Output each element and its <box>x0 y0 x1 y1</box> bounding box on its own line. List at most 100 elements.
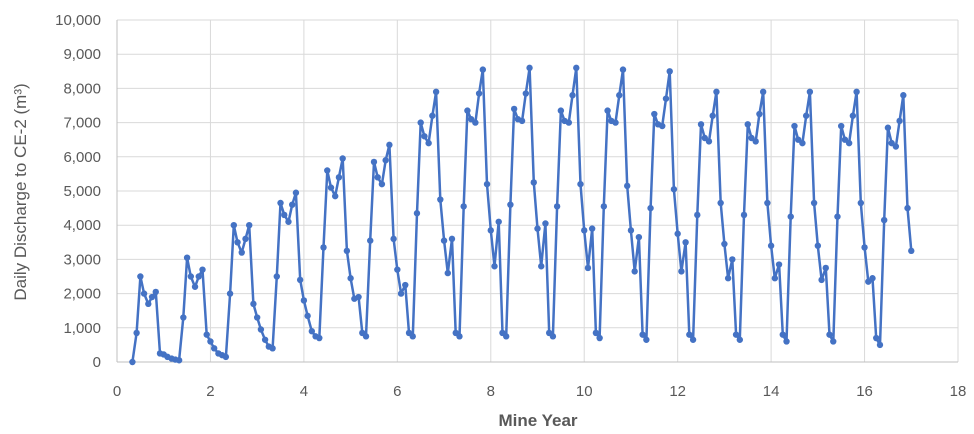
data-point <box>724 275 732 282</box>
data-point <box>549 333 557 340</box>
data-point <box>900 92 907 99</box>
data-point <box>242 235 249 243</box>
data-point <box>694 211 701 219</box>
y-tick-label: 10,000 <box>55 12 101 29</box>
data-point <box>806 88 814 96</box>
data-point <box>666 68 673 75</box>
data-point <box>771 275 779 282</box>
data-point <box>210 345 218 352</box>
data-point <box>744 121 751 128</box>
data-point <box>880 216 888 224</box>
data-point <box>300 297 308 304</box>
data-point <box>639 331 646 338</box>
data-point <box>324 167 331 174</box>
data-point <box>370 158 378 166</box>
data-point <box>577 180 584 188</box>
data-point <box>873 334 880 342</box>
y-tick-label: 6,000 <box>63 149 101 166</box>
data-point <box>565 119 573 126</box>
data-point <box>429 112 436 119</box>
grid-lines <box>117 19 959 362</box>
data-point <box>140 290 148 297</box>
data-point <box>421 133 428 140</box>
data-point <box>596 334 603 342</box>
data-point <box>759 88 767 96</box>
data-point <box>491 263 498 270</box>
data-point <box>600 203 608 210</box>
data-point <box>402 281 409 289</box>
y-tick-label: 4,000 <box>63 217 101 234</box>
data-point <box>409 333 416 340</box>
data-point <box>230 222 238 229</box>
data-point <box>534 225 541 232</box>
data-point <box>183 254 191 261</box>
data-point <box>507 201 514 208</box>
x-tick-label: 18 <box>950 383 967 400</box>
data-point <box>129 358 136 366</box>
x-tick-label: 2 <box>206 383 214 400</box>
data-point <box>647 204 654 212</box>
data-point <box>783 338 790 345</box>
data-point <box>869 275 876 282</box>
data-point <box>432 88 440 96</box>
data-point <box>721 240 728 248</box>
data-point <box>448 235 456 243</box>
data-point <box>292 189 300 196</box>
data-point <box>475 90 483 97</box>
data-point <box>460 203 467 210</box>
y-tick-label: 9,000 <box>63 46 101 63</box>
data-point <box>394 266 401 273</box>
data-point <box>378 180 386 188</box>
x-tick-labels: 0 2 4 6 8 10 12 14 16 18 <box>113 383 967 400</box>
y-axis-title: Daily Discharge to CE-2 (m³) <box>11 83 30 300</box>
data-point <box>818 276 825 284</box>
data-point <box>374 174 381 181</box>
data-point <box>145 300 152 308</box>
data-point <box>382 157 389 164</box>
data-point <box>320 244 327 251</box>
x-axis-title: Mine Year <box>498 411 577 430</box>
data-point <box>853 88 860 96</box>
data-point <box>892 143 900 150</box>
data-point <box>425 139 432 147</box>
data-point <box>651 110 658 118</box>
data-point <box>588 225 596 232</box>
data-point <box>187 273 195 280</box>
data-point <box>191 283 199 290</box>
data-point <box>234 239 241 246</box>
data-point <box>180 314 187 321</box>
data-point <box>619 66 627 73</box>
data-point <box>148 293 156 301</box>
data-point <box>390 235 397 243</box>
data-point <box>553 203 561 210</box>
data-point <box>542 220 549 227</box>
data-point <box>347 275 354 282</box>
data-point <box>269 345 276 352</box>
data-point <box>584 264 592 272</box>
data-point <box>137 273 144 280</box>
data-point <box>822 264 829 272</box>
data-point <box>487 227 494 234</box>
data-point <box>238 249 245 256</box>
data-point <box>740 211 748 219</box>
data-point <box>308 328 316 335</box>
x-tick-label: 12 <box>669 383 686 400</box>
x-tick-label: 8 <box>487 383 495 400</box>
data-point <box>799 139 806 147</box>
data-point <box>834 213 841 220</box>
data-point <box>814 242 822 249</box>
data-point <box>456 333 463 340</box>
data-point <box>627 227 635 234</box>
data-point <box>483 180 491 188</box>
y-tick-labels: 0 1,000 2,000 3,000 4,000 5,000 6,000 7,000 8,00… <box>55 12 101 371</box>
data-point <box>273 273 280 280</box>
data-point <box>316 334 323 342</box>
data-point <box>837 122 845 130</box>
data-point <box>261 336 269 343</box>
data-point <box>495 218 502 225</box>
data-point <box>732 331 740 338</box>
data-point <box>849 112 857 119</box>
data-point <box>331 192 339 200</box>
data-point <box>518 117 526 125</box>
